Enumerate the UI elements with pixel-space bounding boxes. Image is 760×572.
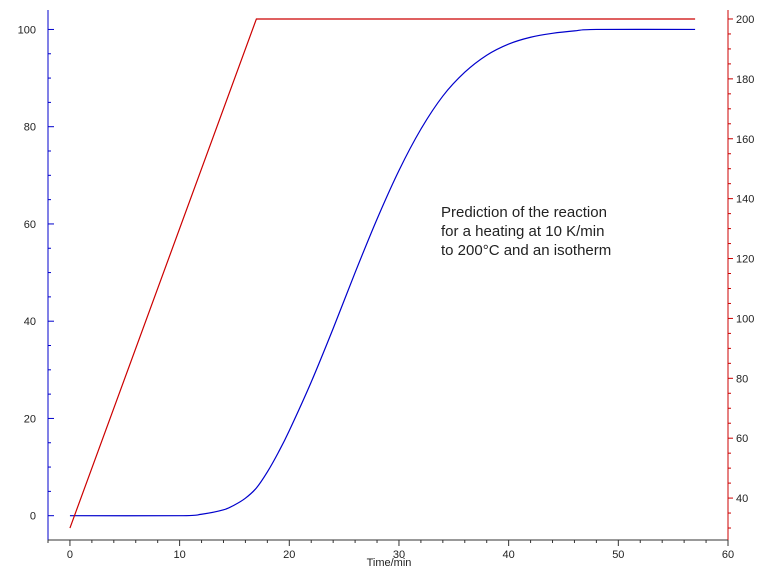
y-left-tick-label: 60 (24, 219, 36, 231)
y-right-tick-label: 100 (736, 313, 754, 325)
x-tick-label: 20 (283, 549, 295, 561)
y-right-tick-label: 180 (736, 74, 754, 86)
x-tick-label: 60 (722, 549, 734, 561)
x-axis-title: Time/min (367, 557, 412, 569)
series-layer (69, 18, 696, 529)
y-left-tick-label: 0 (30, 511, 36, 523)
annotation-line-1: Prediction of the reaction (441, 204, 607, 221)
x-tick-label: 40 (503, 549, 515, 561)
temperature-series-line (69, 18, 696, 529)
y-left-tick-label: 40 (24, 316, 36, 328)
y-right-tick-label: 80 (736, 373, 748, 385)
y-right-tick-label: 140 (736, 194, 754, 206)
axes (47, 10, 729, 541)
y-right-tick-label: 120 (736, 254, 754, 266)
ticks: 0 10 20 30 40 50 60 0 20 40 60 80 100 40 60 80 100 120 140… (18, 14, 755, 561)
y-right-tick-label: 40 (736, 493, 748, 505)
x-tick-label: 0 (67, 549, 73, 561)
y-left-tick-label: 20 (24, 413, 36, 425)
x-tick-label: 50 (612, 549, 624, 561)
y-left-tick-label: 100 (18, 24, 36, 36)
x-tick-label: 10 (173, 549, 185, 561)
x-tick-label: 30 (393, 549, 405, 561)
annotation-line-3: to 200°C and an isotherm (441, 242, 611, 259)
y-left-tick-label: 80 (24, 122, 36, 134)
annotation-line-2: for a heating at 10 K/min (441, 223, 604, 240)
y-right-tick-label: 200 (736, 14, 754, 26)
conversion-series-line (69, 28, 696, 517)
y-right-tick-label: 60 (736, 433, 748, 445)
y-right-tick-label: 160 (736, 134, 754, 146)
